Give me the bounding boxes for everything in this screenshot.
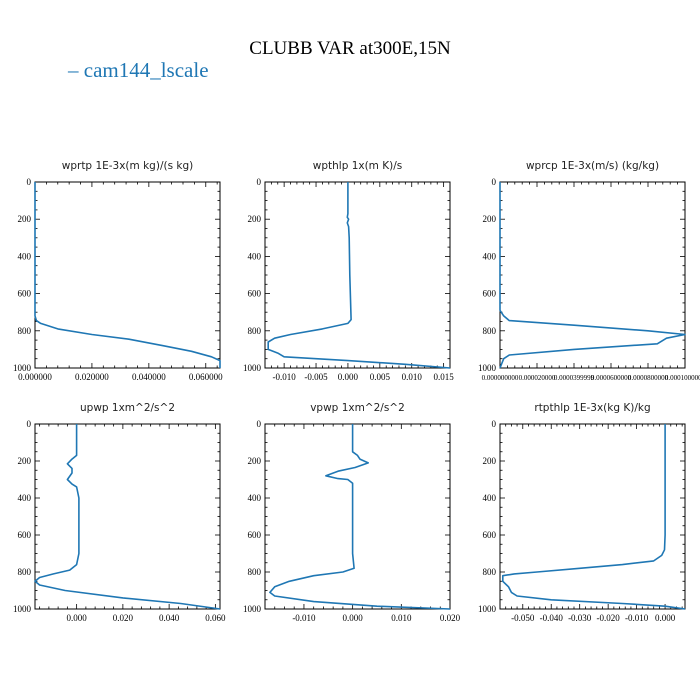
y-tick-label: 200 [248,214,262,224]
y-tick-label: 200 [18,456,32,466]
y-tick-label: 1000 [243,604,262,614]
y-tick-label: 600 [483,289,497,299]
y-tick-label: 0 [27,177,32,187]
y-tick-label: 800 [248,326,262,336]
y-tick-label: 600 [248,289,262,299]
y-tick-label: 1000 [13,363,32,373]
x-tick-label: -0.030 [568,613,592,623]
y-tick-label: 0 [27,419,32,429]
plot-frame [34,423,221,610]
y-tick-label: 0 [492,177,497,187]
x-tick-label: 0.020000 [75,372,109,382]
x-tick-label: 0.000000 [18,372,52,382]
series-line [34,424,221,610]
y-tick-label: 200 [248,456,262,466]
y-tick-label: 600 [18,289,32,299]
y-tick-label: 400 [483,251,497,261]
y-tick-label: 1000 [243,363,262,373]
x-tick-label: 0.020 [440,613,461,623]
x-tick-label: -0.010 [273,372,297,382]
y-tick-label: 200 [18,214,32,224]
y-tick-label: 200 [483,456,497,466]
y-tick-label: 600 [483,530,497,540]
y-tick-label: 0 [257,419,262,429]
panel-title: upwp 1xm^2/s^2 [80,402,175,414]
x-tick-label: 0.040000 [132,372,166,382]
series-line [34,182,221,368]
x-tick-label: -0.010 [292,613,316,623]
panel-6: rtpthlp 1E-3x(kg K)/kg 0 200 400 600 800 1000 -… [478,402,686,623]
x-tick-label: -0.050 [511,613,535,623]
x-tick-label: 0.015 [433,372,454,382]
y-tick-label: 1000 [13,604,32,614]
series-line [499,182,686,369]
x-tick-label: 0.010 [391,613,412,623]
y-tick-label: 400 [18,493,32,503]
x-tick-label: 0.000 [338,372,359,382]
x-tick-label: 0.000 [343,613,364,623]
x-tick-label: 0.060 [205,613,226,623]
y-tick-label: 400 [248,493,262,503]
panel-3: wprcp 1E-3x(m/s) (kg/kg) 0 200 400 600 800 100… [478,160,700,382]
y-tick-label: 400 [248,251,262,261]
series-line [501,424,686,610]
y-tick-label: 0 [492,419,497,429]
panel-title: rtpthlp 1E-3x(kg K)/kg [534,402,650,414]
x-tick-label: 0.000020000 [519,374,556,382]
x-tick-label: 0.000 [67,613,88,623]
panel-2: wpthlp 1x(m K)/s 0 200 400 600 800 1000 -0.010-… [243,160,454,382]
panel-4: upwp 1xm^2/s^2 0 200 400 600 800 1000 0.000 0.02… [13,402,226,623]
legend-line-icon: – [68,58,84,82]
x-tick-label: -0.020 [597,613,621,623]
y-tick-label: 800 [18,326,32,336]
x-tick-label: -0.010 [625,613,649,623]
page-title: CLUBB VAR at300E,15N [249,38,451,59]
y-tick-label: 0 [257,177,262,187]
plot-frame [499,181,686,369]
plot-frame [499,423,686,610]
x-tick-label: 0.005 [370,372,391,382]
panel-title: wpthlp 1x(m K)/s [313,160,403,172]
x-tick-label: -0.005 [304,372,328,382]
y-tick-label: 1000 [478,604,497,614]
y-tick-label: 200 [483,214,497,224]
y-tick-label: 800 [483,326,497,336]
legend-label: cam144_lscale [83,58,209,82]
legend: – cam144_lscale [68,58,209,83]
y-tick-label: 800 [483,567,497,577]
x-tick-label: -0.040 [540,613,564,623]
y-tick-label: 800 [248,567,262,577]
panel-title: wprcp 1E-3x(m/s) (kg/kg) [526,160,659,172]
y-tick-label: 400 [18,251,32,261]
x-tick-label: 0.000 [655,613,676,623]
x-tick-label: 0.020 [113,613,134,623]
x-tick-label: 0.010 [402,372,423,382]
panel-title: vpwp 1xm^2/s^2 [310,402,405,414]
plot-frame [264,181,451,369]
y-tick-label: 1000 [478,363,497,373]
y-tick-label: 600 [248,530,262,540]
plot-frame [34,181,221,369]
x-tick-label: 0.000000000 [482,374,519,382]
x-tick-label: 0.060000 [189,372,223,382]
panel-5: vpwp 1xm^2/s^2 0 200 400 600 800 1000 -0.010 0.0… [243,402,461,623]
x-tick-label: 0.0000399999 [554,374,595,382]
y-tick-label: 800 [18,567,32,577]
series-line [269,424,451,610]
y-tick-label: 600 [18,530,32,540]
x-tick-label: 0.0000600000 [591,374,632,382]
panel-1: wprtp 1E-3x(m kg)/(s kg) 0 200 400 600 800 100… [13,160,223,382]
x-tick-label: 0.0001000004 [665,374,700,382]
x-tick-label: 0.040 [159,613,180,623]
series-line [267,182,451,369]
panel-title: wprtp 1E-3x(m kg)/(s kg) [62,160,193,172]
y-tick-label: 400 [483,493,497,503]
x-tick-label: 0.0000800000 [628,374,669,382]
